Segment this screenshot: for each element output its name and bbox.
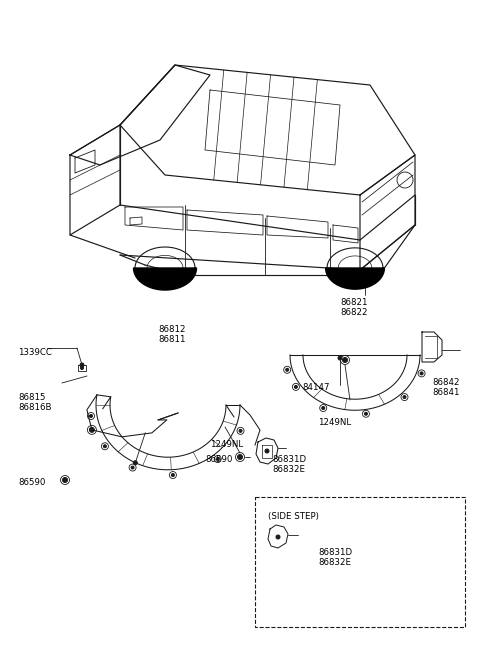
Text: 86590: 86590 xyxy=(205,455,232,464)
Circle shape xyxy=(265,449,269,453)
Circle shape xyxy=(133,461,137,464)
Circle shape xyxy=(103,445,107,448)
Circle shape xyxy=(286,368,288,371)
Circle shape xyxy=(343,358,348,363)
Text: 86815
86816B: 86815 86816B xyxy=(18,393,51,413)
Text: 86590: 86590 xyxy=(18,478,46,487)
Circle shape xyxy=(322,407,325,409)
Text: 1339CC: 1339CC xyxy=(18,348,52,357)
Circle shape xyxy=(238,455,242,459)
Polygon shape xyxy=(133,268,196,290)
Polygon shape xyxy=(325,268,384,289)
Text: 86842
86841: 86842 86841 xyxy=(432,378,459,398)
Circle shape xyxy=(131,466,134,469)
Text: 1249NL: 1249NL xyxy=(318,418,351,427)
Bar xyxy=(255,497,465,627)
Text: 86812
86811: 86812 86811 xyxy=(158,325,185,344)
Circle shape xyxy=(89,427,95,432)
Circle shape xyxy=(80,363,84,367)
Circle shape xyxy=(62,478,68,483)
Circle shape xyxy=(338,356,342,360)
Text: 86831D
86832E: 86831D 86832E xyxy=(318,548,352,567)
Circle shape xyxy=(294,385,298,388)
Circle shape xyxy=(420,372,423,375)
Circle shape xyxy=(216,458,219,461)
Circle shape xyxy=(239,429,242,432)
Circle shape xyxy=(89,415,93,417)
Text: 84147: 84147 xyxy=(302,383,329,392)
Circle shape xyxy=(364,412,368,415)
Circle shape xyxy=(171,474,174,476)
Circle shape xyxy=(403,396,406,399)
Text: 1249NL: 1249NL xyxy=(210,440,243,449)
Text: (SIDE STEP): (SIDE STEP) xyxy=(268,512,319,521)
Text: 86821
86822: 86821 86822 xyxy=(340,298,368,318)
Text: 86831D
86832E: 86831D 86832E xyxy=(272,455,306,474)
Circle shape xyxy=(81,367,84,369)
Circle shape xyxy=(276,535,280,539)
